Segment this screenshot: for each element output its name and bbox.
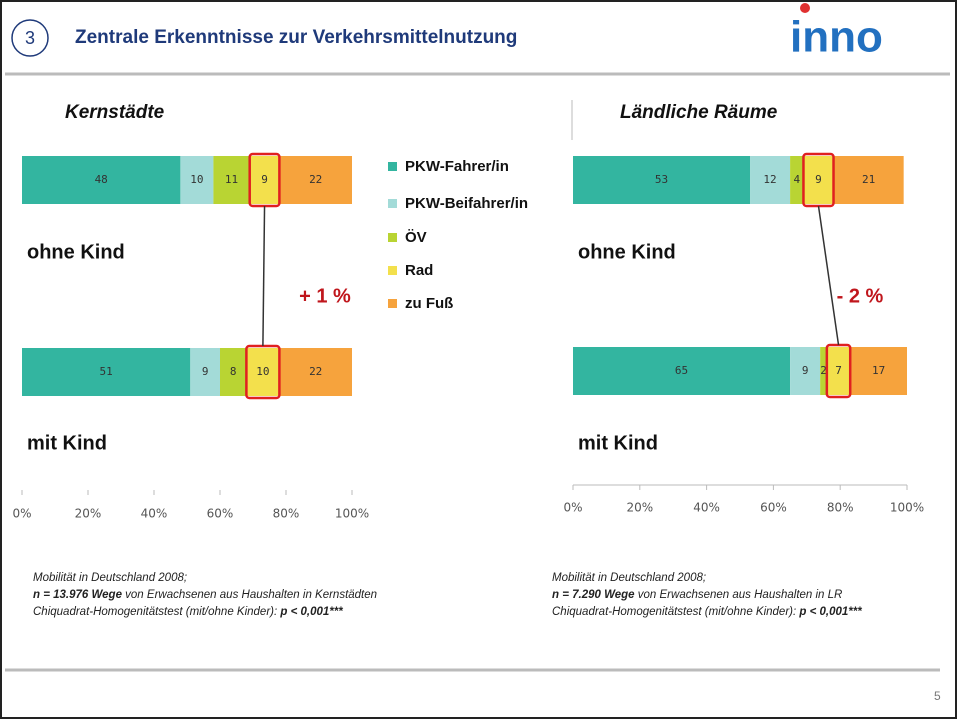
value-label: 9 — [261, 173, 268, 186]
value-label: 8 — [230, 365, 237, 378]
bar-segment — [850, 347, 907, 395]
value-label: 65 — [675, 364, 688, 377]
bar-segment — [249, 156, 280, 204]
value-label: 9 — [802, 364, 809, 377]
x-tick-label: 40% — [141, 507, 168, 521]
bar-segment — [246, 348, 280, 396]
number-badge — [11, 19, 49, 57]
bar-segment — [803, 156, 834, 204]
value-label: 48 — [95, 173, 108, 186]
bar-segment — [190, 348, 220, 396]
x-tick-label: 0% — [563, 501, 582, 515]
x-tick-label: 100% — [890, 501, 924, 515]
note-p: p < 0,001*** — [279, 606, 343, 618]
legend-swatch — [388, 162, 397, 171]
x-tick-label: 40% — [693, 501, 720, 515]
note-n-text: von Erwachsenen aus Haushalten in Kernst… — [122, 589, 377, 601]
bar-segment — [573, 156, 751, 204]
page-number: 5 — [934, 689, 941, 703]
connector — [262, 205, 266, 347]
bar-segment — [180, 156, 214, 204]
bar-segment — [573, 347, 791, 395]
x-tick-label: 20% — [626, 501, 653, 515]
note-n: n = 7.290 Wege — [552, 589, 635, 601]
x-tick-label: 60% — [207, 507, 234, 521]
legend-label: ÖV — [405, 229, 427, 246]
category-label: ohne Kind — [27, 241, 125, 263]
legend-swatch — [388, 199, 397, 208]
logo-dot — [800, 3, 810, 13]
value-label: 51 — [100, 365, 113, 378]
note-test-text: Chiquadrat-Homogenitätstest (mit/ohne Ki… — [552, 606, 799, 618]
bar-segment — [790, 347, 821, 395]
chart-title: Ländliche Räume — [620, 102, 778, 123]
legend-label: Rad — [405, 262, 433, 279]
value-label: 7 — [835, 364, 842, 377]
x-tick-label: 100% — [335, 507, 369, 521]
value-label: 10 — [256, 365, 269, 378]
legend-swatch — [388, 299, 397, 308]
legend-label: PKW-Fahrer/in — [405, 158, 509, 175]
legend-label: PKW-Beifahrer/in — [405, 195, 528, 212]
note-test: Chiquadrat-Homogenitätstest (mit/ohne Ki… — [33, 606, 343, 618]
note-test: Chiquadrat-Homogenitätstest (mit/ohne Ki… — [552, 606, 862, 618]
bar-segment — [22, 348, 191, 396]
category-label: mit Kind — [27, 432, 107, 454]
bar-segment — [750, 156, 791, 204]
note-source: Mobilität in Deutschland 2008; — [33, 572, 187, 584]
note-n: n = 13.976 Wege — [33, 589, 123, 601]
annotation: - 2 % — [837, 285, 884, 307]
bar-segment — [22, 156, 181, 204]
annotation: + 1 % — [299, 285, 351, 307]
note-sample: n = 13.976 Wege von Erwachsenen aus Haus… — [33, 589, 377, 601]
bar-segment — [279, 348, 352, 396]
value-label: 11 — [225, 173, 238, 186]
value-label: 4 — [793, 173, 800, 186]
slide-title: Zentrale Erkenntnisse zur Verkehrsmittel… — [75, 27, 517, 48]
legend-swatch — [388, 233, 397, 242]
legend-swatch — [388, 266, 397, 275]
note-sample: n = 7.290 Wege von Erwachsenen aus Haush… — [552, 589, 842, 601]
value-label: 12 — [763, 173, 776, 186]
value-label: 10 — [190, 173, 203, 186]
category-label: mit Kind — [578, 432, 658, 454]
value-label: 9 — [815, 173, 822, 186]
value-label: 21 — [862, 173, 875, 186]
bar-segment — [833, 156, 904, 204]
bar-segment — [220, 348, 247, 396]
note-n-text: von Erwachsenen aus Haushalten in LR — [635, 589, 843, 601]
value-label: 17 — [872, 364, 885, 377]
bar-segment — [279, 156, 352, 204]
legend-label: zu Fuß — [405, 295, 453, 312]
value-label: 2 — [820, 364, 827, 377]
value-label: 22 — [309, 173, 322, 186]
x-tick-label: 80% — [827, 501, 854, 515]
value-label: 22 — [309, 365, 322, 378]
x-tick-label: 60% — [760, 501, 787, 515]
note-source: Mobilität in Deutschland 2008; — [552, 572, 706, 584]
note-test-text: Chiquadrat-Homogenitätstest (mit/ohne Ki… — [33, 606, 280, 618]
bar-segment — [213, 156, 250, 204]
x-tick-label: 80% — [273, 507, 300, 521]
section-number: 3 — [25, 28, 35, 48]
x-tick-label: 0% — [12, 507, 31, 521]
logo: inno — [790, 13, 883, 62]
connector — [817, 205, 840, 346]
value-label: 9 — [202, 365, 209, 378]
bar-segment — [790, 156, 804, 204]
value-label: 53 — [655, 173, 668, 186]
chart-title: Kernstädte — [65, 102, 165, 123]
x-tick-label: 20% — [75, 507, 102, 521]
note-p: p < 0,001*** — [798, 606, 862, 618]
bar-segment — [826, 347, 851, 395]
category-label: ohne Kind — [578, 241, 676, 263]
bar-segment — [820, 347, 827, 395]
